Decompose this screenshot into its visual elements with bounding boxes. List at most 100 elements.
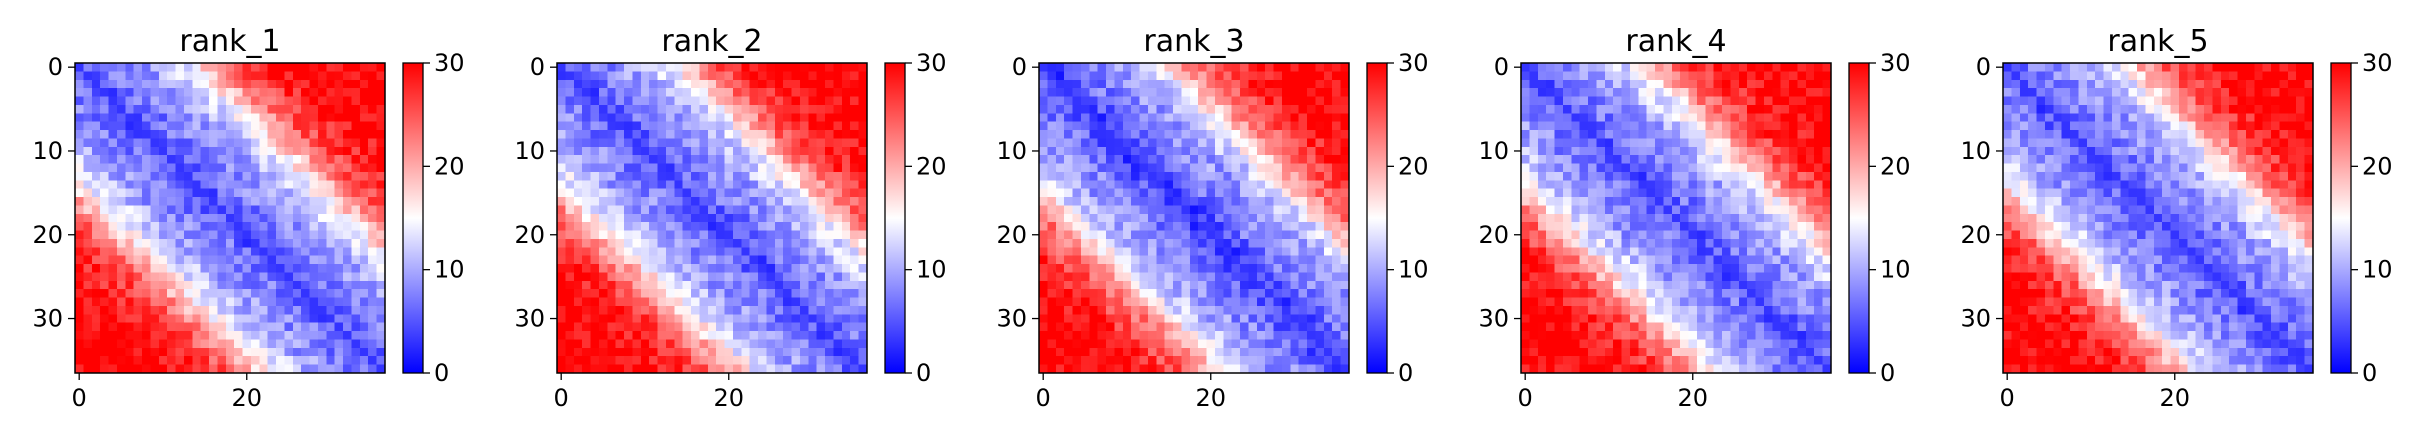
heatmap-cell — [1307, 222, 1317, 232]
heatmap-cell — [1562, 138, 1572, 148]
heatmap-cell — [657, 138, 667, 148]
heatmap-cell — [657, 339, 667, 349]
heatmap-cell — [83, 138, 93, 148]
heatmap-cell — [1164, 339, 1174, 349]
heatmap-cell — [565, 138, 575, 148]
heatmap-cell — [682, 331, 692, 341]
heatmap-cell — [326, 238, 336, 248]
heatmap-cell — [200, 63, 210, 72]
heatmap-cell — [259, 130, 269, 140]
heatmap-cell — [1198, 197, 1208, 207]
heatmap-cell — [582, 339, 592, 349]
heatmap-cell — [1047, 180, 1057, 190]
heatmap-cell — [598, 305, 608, 315]
heatmap-cell — [1588, 113, 1598, 123]
heatmap-cell — [1579, 188, 1589, 198]
heatmap-cell — [582, 79, 592, 89]
heatmap-cell — [133, 121, 143, 131]
heatmap-cell — [1055, 364, 1065, 374]
heatmap-cell — [250, 230, 260, 240]
heatmap-cell — [774, 264, 784, 274]
heatmap-cell — [368, 163, 378, 173]
heatmap-cell — [1131, 205, 1141, 215]
heatmap-cell — [301, 188, 311, 198]
heatmap-cell — [640, 314, 650, 324]
heatmap-cell — [1248, 255, 1258, 265]
heatmap-cell — [640, 297, 650, 307]
heatmap-cell — [1223, 88, 1233, 98]
heatmap-cell — [1596, 171, 1606, 181]
heatmap-cell — [1638, 146, 1648, 156]
heatmap-cell — [1181, 305, 1191, 315]
heatmap-cell — [1688, 88, 1698, 98]
heatmap-cell — [649, 205, 659, 215]
heatmap-cell — [1240, 113, 1250, 123]
heatmap-cell — [1805, 146, 1815, 156]
heatmap-cell — [217, 305, 227, 315]
heatmap-cell — [301, 264, 311, 274]
heatmap-cell — [183, 180, 193, 190]
heatmap-cell — [1256, 322, 1266, 332]
heatmap-cell — [841, 339, 851, 349]
heatmap-cell — [292, 71, 302, 81]
heatmap-cell — [326, 322, 336, 332]
heatmap-cell — [1055, 356, 1065, 366]
heatmap-cell — [1290, 238, 1300, 248]
heatmap-cell — [741, 104, 751, 114]
heatmap-cell — [1298, 280, 1308, 290]
heatmap-cell — [1097, 63, 1107, 72]
heatmap-cell — [582, 322, 592, 332]
heatmap-cell — [1240, 146, 1250, 156]
heatmap-cell — [1332, 113, 1342, 123]
heatmap-cell — [1198, 205, 1208, 215]
heatmap-cell — [267, 289, 277, 299]
heatmap-cell — [234, 104, 244, 114]
heatmap-cell — [1156, 264, 1166, 274]
heatmap-cell — [607, 280, 617, 290]
heatmap-cell — [334, 238, 344, 248]
heatmap-cell — [225, 197, 235, 207]
heatmap-cell — [1189, 104, 1199, 114]
heatmap-cell — [242, 63, 252, 72]
heatmap-cell — [309, 314, 319, 324]
heatmap-cell — [808, 121, 818, 131]
heatmap-cell — [108, 230, 118, 240]
heatmap-cell — [1064, 113, 1074, 123]
heatmap-cell — [1315, 146, 1325, 156]
heatmap-cell — [741, 255, 751, 265]
heatmap-cell — [573, 88, 583, 98]
heatmap-cell — [1231, 113, 1241, 123]
heatmap-cell — [91, 63, 101, 72]
heatmap-cell — [108, 297, 118, 307]
heatmap-cell — [1114, 146, 1124, 156]
heatmap-cell — [573, 188, 583, 198]
heatmap-cell — [649, 180, 659, 190]
heatmap-cell — [1064, 188, 1074, 198]
heatmap-cell — [682, 297, 692, 307]
heatmap-cell — [75, 247, 84, 257]
heatmap-cell — [1248, 197, 1258, 207]
heatmap-cell — [1189, 163, 1199, 173]
heatmap-cell — [1047, 88, 1057, 98]
heatmap-cell — [91, 289, 101, 299]
heatmap-cell — [1780, 155, 1790, 165]
heatmap-cell — [615, 297, 625, 307]
heatmap-cell — [1080, 96, 1090, 106]
heatmap-cell — [116, 264, 126, 274]
heatmap-cell — [674, 331, 684, 341]
heatmap-cell — [150, 356, 160, 366]
heatmap-cell — [209, 297, 219, 307]
heatmap-cell — [1039, 322, 1048, 332]
heatmap-cell — [142, 247, 152, 257]
heatmap-cell — [209, 180, 219, 190]
heatmap-cell — [724, 305, 734, 315]
heatmap-cell — [1256, 121, 1266, 131]
heatmap-cell — [657, 213, 667, 223]
heatmap-cell — [598, 113, 608, 123]
heatmap-cell — [200, 155, 210, 165]
heatmap-cell — [192, 322, 202, 332]
heatmap-cell — [1214, 247, 1224, 257]
heatmap-cell — [368, 188, 378, 198]
heatmap-cell — [707, 79, 717, 89]
heatmap-cell — [1323, 130, 1333, 140]
